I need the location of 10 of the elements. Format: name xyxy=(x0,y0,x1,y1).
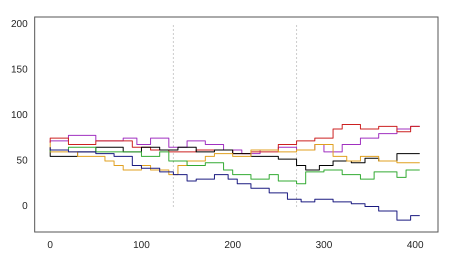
y-tick-label: 100 xyxy=(10,110,28,122)
x-tick-label: 100 xyxy=(133,240,150,251)
x-tick-label: 0 xyxy=(47,240,54,251)
y-tick-label: 0 xyxy=(22,201,28,212)
x-tick-label: 400 xyxy=(406,240,424,251)
y-tick-label: 150 xyxy=(10,64,28,76)
x-tick-label: 300 xyxy=(316,240,333,251)
y-tick-label: 200 xyxy=(10,19,28,30)
y-tick-label: 50 xyxy=(16,156,28,167)
x-tick-label: 200 xyxy=(224,240,242,251)
